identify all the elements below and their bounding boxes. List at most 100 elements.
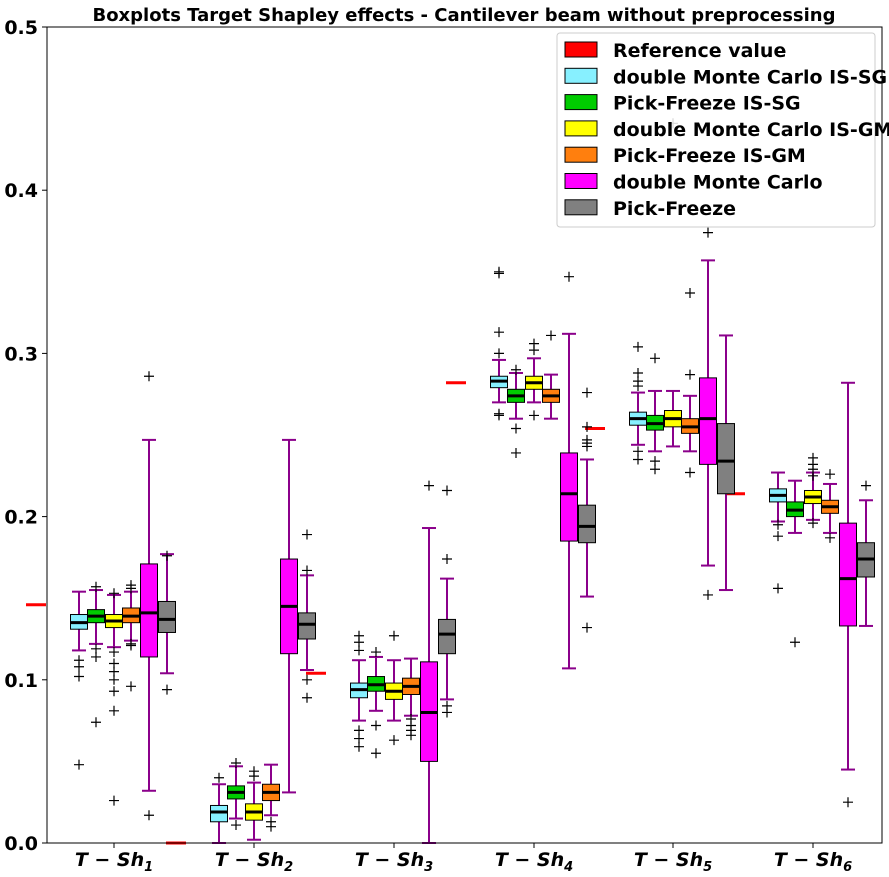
box-plot — [821, 469, 839, 543]
box — [298, 612, 316, 640]
legend-frame — [556, 32, 876, 228]
flier — [389, 630, 399, 641]
box-plot — [227, 758, 245, 831]
box — [210, 804, 228, 823]
box-plot — [699, 227, 717, 600]
y-tick-label: 0.0 — [4, 833, 38, 855]
legend-label: double Monte Carlo — [613, 172, 823, 194]
y-tick-label: 0.3 — [4, 343, 38, 365]
box-plot — [158, 550, 176, 695]
flier — [74, 759, 84, 770]
flier — [109, 705, 119, 716]
box-plot — [140, 371, 158, 821]
flier — [703, 589, 713, 600]
flier — [582, 421, 592, 432]
flier — [685, 369, 695, 380]
flier — [231, 758, 241, 769]
legend-label: double Monte Carlo IS-SG — [613, 66, 887, 88]
flier — [511, 423, 521, 434]
box-plot — [402, 657, 420, 741]
flier — [633, 454, 643, 465]
legend-swatch — [564, 146, 598, 163]
flier — [442, 485, 452, 496]
legend-label: Reference value — [613, 40, 786, 62]
flier — [511, 447, 521, 458]
x-tick-label-main: T − Sh — [355, 849, 424, 871]
x-tick-label: T − Sh3 — [355, 849, 433, 875]
flier — [231, 820, 241, 831]
y-tick-label: 0.1 — [4, 670, 38, 692]
box-plot — [839, 381, 857, 808]
flier — [442, 707, 452, 718]
box-plot — [210, 772, 228, 844]
box-plot — [717, 334, 735, 592]
plot-frame — [46, 26, 883, 844]
flier — [633, 367, 643, 378]
flier — [302, 529, 312, 540]
flier — [144, 371, 154, 382]
flier — [546, 330, 556, 341]
flier — [825, 532, 835, 543]
x-tick-label-main: T − Sh — [75, 849, 144, 871]
box-plot — [262, 763, 280, 832]
flier — [808, 470, 818, 481]
legend-label: Pick-Freeze — [613, 198, 736, 220]
flier — [529, 410, 539, 421]
legend-swatch — [564, 120, 598, 137]
flier — [91, 581, 101, 592]
x-tick-label: T − Sh1 — [75, 849, 153, 875]
box — [717, 423, 735, 495]
box-plot — [298, 529, 316, 703]
box-plot — [769, 471, 787, 594]
flier — [582, 622, 592, 633]
flier — [494, 348, 504, 359]
flier — [703, 227, 713, 238]
x-axis: T − Sh1 T − Sh2 T − Sh3 T − Sh4 T − Sh5 T − S… — [75, 843, 852, 875]
flier — [861, 480, 871, 491]
flier — [582, 387, 592, 398]
box-plot — [525, 338, 543, 421]
flier — [126, 681, 136, 692]
flier — [91, 717, 101, 728]
x-tick-label-main: T − Sh — [495, 849, 564, 871]
flier — [825, 469, 835, 480]
flier — [354, 741, 364, 752]
x-tick-label: T − Sh6 — [774, 849, 852, 875]
box-plot — [507, 364, 525, 458]
box-plot — [786, 479, 804, 648]
flier — [249, 766, 259, 777]
y-tick-label: 0.2 — [4, 507, 38, 529]
flier — [564, 271, 574, 282]
y-tick-label: 0.4 — [4, 180, 38, 202]
x-tick-label: T − Sh5 — [634, 849, 712, 875]
flier — [302, 565, 312, 576]
flier — [808, 518, 818, 529]
flier — [109, 647, 119, 658]
box — [140, 563, 158, 658]
flier — [685, 288, 695, 299]
box-plot — [122, 580, 140, 692]
box-plot — [804, 452, 822, 529]
flier — [371, 720, 381, 731]
flier — [371, 647, 381, 658]
flier — [126, 583, 136, 594]
box-plot — [681, 288, 699, 478]
flier — [162, 684, 172, 695]
y-axis: 0.0 0.1 0.2 0.3 0.4 0.5 — [4, 17, 47, 855]
flier — [302, 692, 312, 703]
plot-area — [26, 118, 875, 845]
flier — [109, 686, 119, 697]
chart-title: Boxplots Target Shapley effects - Cantil… — [92, 5, 835, 26]
flier — [302, 674, 312, 685]
x-tick-label-sub: 3 — [424, 860, 433, 875]
box-plot — [646, 353, 664, 475]
legend-label: Pick-Freeze IS-GM — [613, 145, 806, 167]
box-plot — [578, 387, 596, 633]
flier — [773, 519, 783, 530]
x-tick-label: T − Sh2 — [215, 849, 293, 875]
flier — [162, 550, 172, 561]
box — [438, 618, 456, 655]
box-plot — [350, 630, 368, 752]
legend: Reference value double Monte Carlo IS-SG P… — [556, 32, 889, 228]
